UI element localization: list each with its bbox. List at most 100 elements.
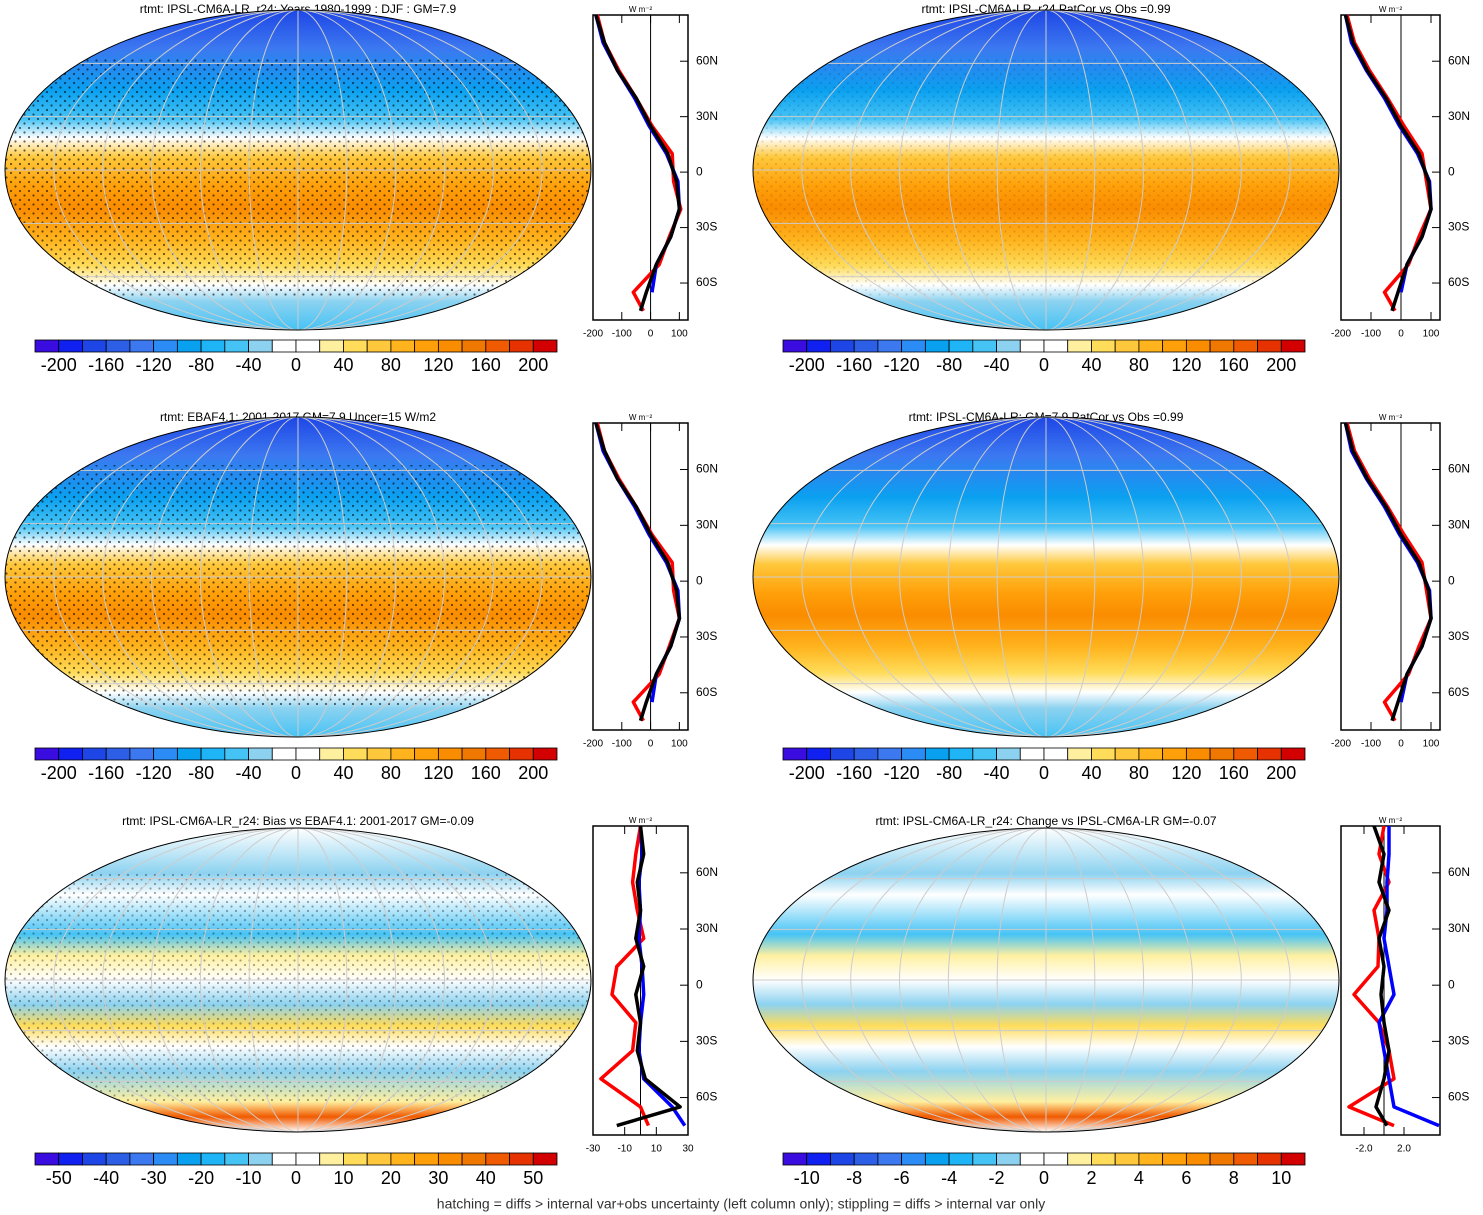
graticule xyxy=(753,417,1339,737)
colorbar-label: 6 xyxy=(1181,1168,1191,1188)
color-box xyxy=(924,747,950,761)
color-box xyxy=(509,1152,534,1166)
map-border xyxy=(752,827,1340,1133)
colorbar-label: -160 xyxy=(836,355,872,375)
colorbar-label: -4 xyxy=(941,1168,957,1188)
x-tick-label: 100 xyxy=(1423,739,1440,750)
color-box xyxy=(414,1152,439,1166)
meridian xyxy=(947,828,1145,1132)
y-tick-label: 30S xyxy=(696,220,717,234)
color-box xyxy=(877,1152,903,1166)
color-box xyxy=(509,747,534,761)
color-box xyxy=(1233,1152,1258,1166)
zonal-line xyxy=(1372,825,1391,1127)
map-border xyxy=(752,9,1340,331)
color-box xyxy=(509,339,534,353)
colorbar-label: 50 xyxy=(523,1168,543,1188)
color-box xyxy=(901,339,926,353)
colorbar-label: 40 xyxy=(333,763,353,783)
color-box xyxy=(972,339,997,353)
color-box xyxy=(271,1152,297,1166)
meridian xyxy=(151,417,445,737)
meridian xyxy=(801,828,1291,1132)
x-tick-label: 100 xyxy=(1423,329,1440,340)
color-box xyxy=(82,1152,107,1166)
color-box xyxy=(972,1152,997,1166)
x-tick-label: 30 xyxy=(682,1144,694,1155)
color-box xyxy=(485,339,510,353)
y-tick-label: 0 xyxy=(1448,573,1455,587)
colorbar-label: 80 xyxy=(381,355,401,375)
color-box xyxy=(853,339,879,353)
meridian xyxy=(899,417,1193,737)
colorbar-label: 0 xyxy=(291,355,301,375)
color-box xyxy=(1185,747,1211,761)
color-box xyxy=(1067,747,1092,761)
color-box xyxy=(295,339,321,353)
color-box xyxy=(996,339,1021,353)
color-box xyxy=(806,339,831,353)
color-box xyxy=(58,747,83,761)
x-tick-label: 10 xyxy=(651,1144,663,1155)
color-box xyxy=(1138,339,1164,353)
zonal-line xyxy=(594,422,682,722)
color-box xyxy=(224,1152,249,1166)
colorbar-label: 120 xyxy=(423,355,453,375)
color-box xyxy=(948,339,974,353)
graticule xyxy=(5,417,591,737)
color-box xyxy=(1138,1152,1164,1166)
color-box xyxy=(948,1152,974,1166)
zonal-line xyxy=(1377,826,1440,1128)
color-box xyxy=(200,1152,226,1166)
color-box xyxy=(271,747,297,761)
color-box xyxy=(176,1152,202,1166)
unit-label: W m⁻² xyxy=(629,413,653,422)
meridian xyxy=(102,417,494,737)
x-tick-label: 0 xyxy=(648,329,654,340)
color-box xyxy=(532,1152,558,1166)
zonal-line xyxy=(599,825,651,1127)
color-box xyxy=(319,747,344,761)
colorbar-label: 80 xyxy=(1129,355,1149,375)
color-box xyxy=(1257,747,1282,761)
color-box xyxy=(1091,339,1116,353)
color-box xyxy=(1209,339,1235,353)
color-box xyxy=(877,339,903,353)
color-box xyxy=(1019,1152,1045,1166)
colorbar-label: -200 xyxy=(789,355,825,375)
color-box xyxy=(461,1152,487,1166)
y-tick-label: 60S xyxy=(696,275,717,289)
meridian xyxy=(899,10,1193,330)
x-tick-label: 0 xyxy=(1398,739,1404,750)
colorbar-label: 0 xyxy=(291,1168,301,1188)
color-box xyxy=(82,747,107,761)
colorbar-label: -80 xyxy=(188,355,214,375)
meridian xyxy=(248,417,348,737)
colorbar-label: -200 xyxy=(41,355,77,375)
color-box xyxy=(437,339,463,353)
color-box xyxy=(1067,339,1092,353)
meridian xyxy=(996,10,1096,330)
colorbar-label: 10 xyxy=(1271,1168,1291,1188)
color-box xyxy=(972,747,997,761)
colorbar-label: 200 xyxy=(518,763,548,783)
y-tick-label: 0 xyxy=(1448,164,1455,178)
colorbar-label: 40 xyxy=(1081,355,1101,375)
colorbar-label: -80 xyxy=(936,355,962,375)
meridian xyxy=(850,10,1242,330)
x-tick-label: 100 xyxy=(671,329,688,340)
map-border xyxy=(752,416,1340,738)
x-tick-label: -30 xyxy=(586,1144,601,1155)
color-box xyxy=(82,339,107,353)
colorbar-label: -2 xyxy=(989,1168,1005,1188)
colorbar-label: 30 xyxy=(428,1168,448,1188)
y-tick-label: 30S xyxy=(1448,629,1469,643)
graticule xyxy=(753,10,1339,330)
color-box xyxy=(343,339,368,353)
color-box xyxy=(437,747,463,761)
unit-label: W m⁻² xyxy=(629,816,653,825)
y-tick-label: 30N xyxy=(696,109,718,123)
y-tick-label: 60S xyxy=(696,685,717,699)
colorbar-label: 80 xyxy=(381,763,401,783)
color-box xyxy=(532,339,558,353)
